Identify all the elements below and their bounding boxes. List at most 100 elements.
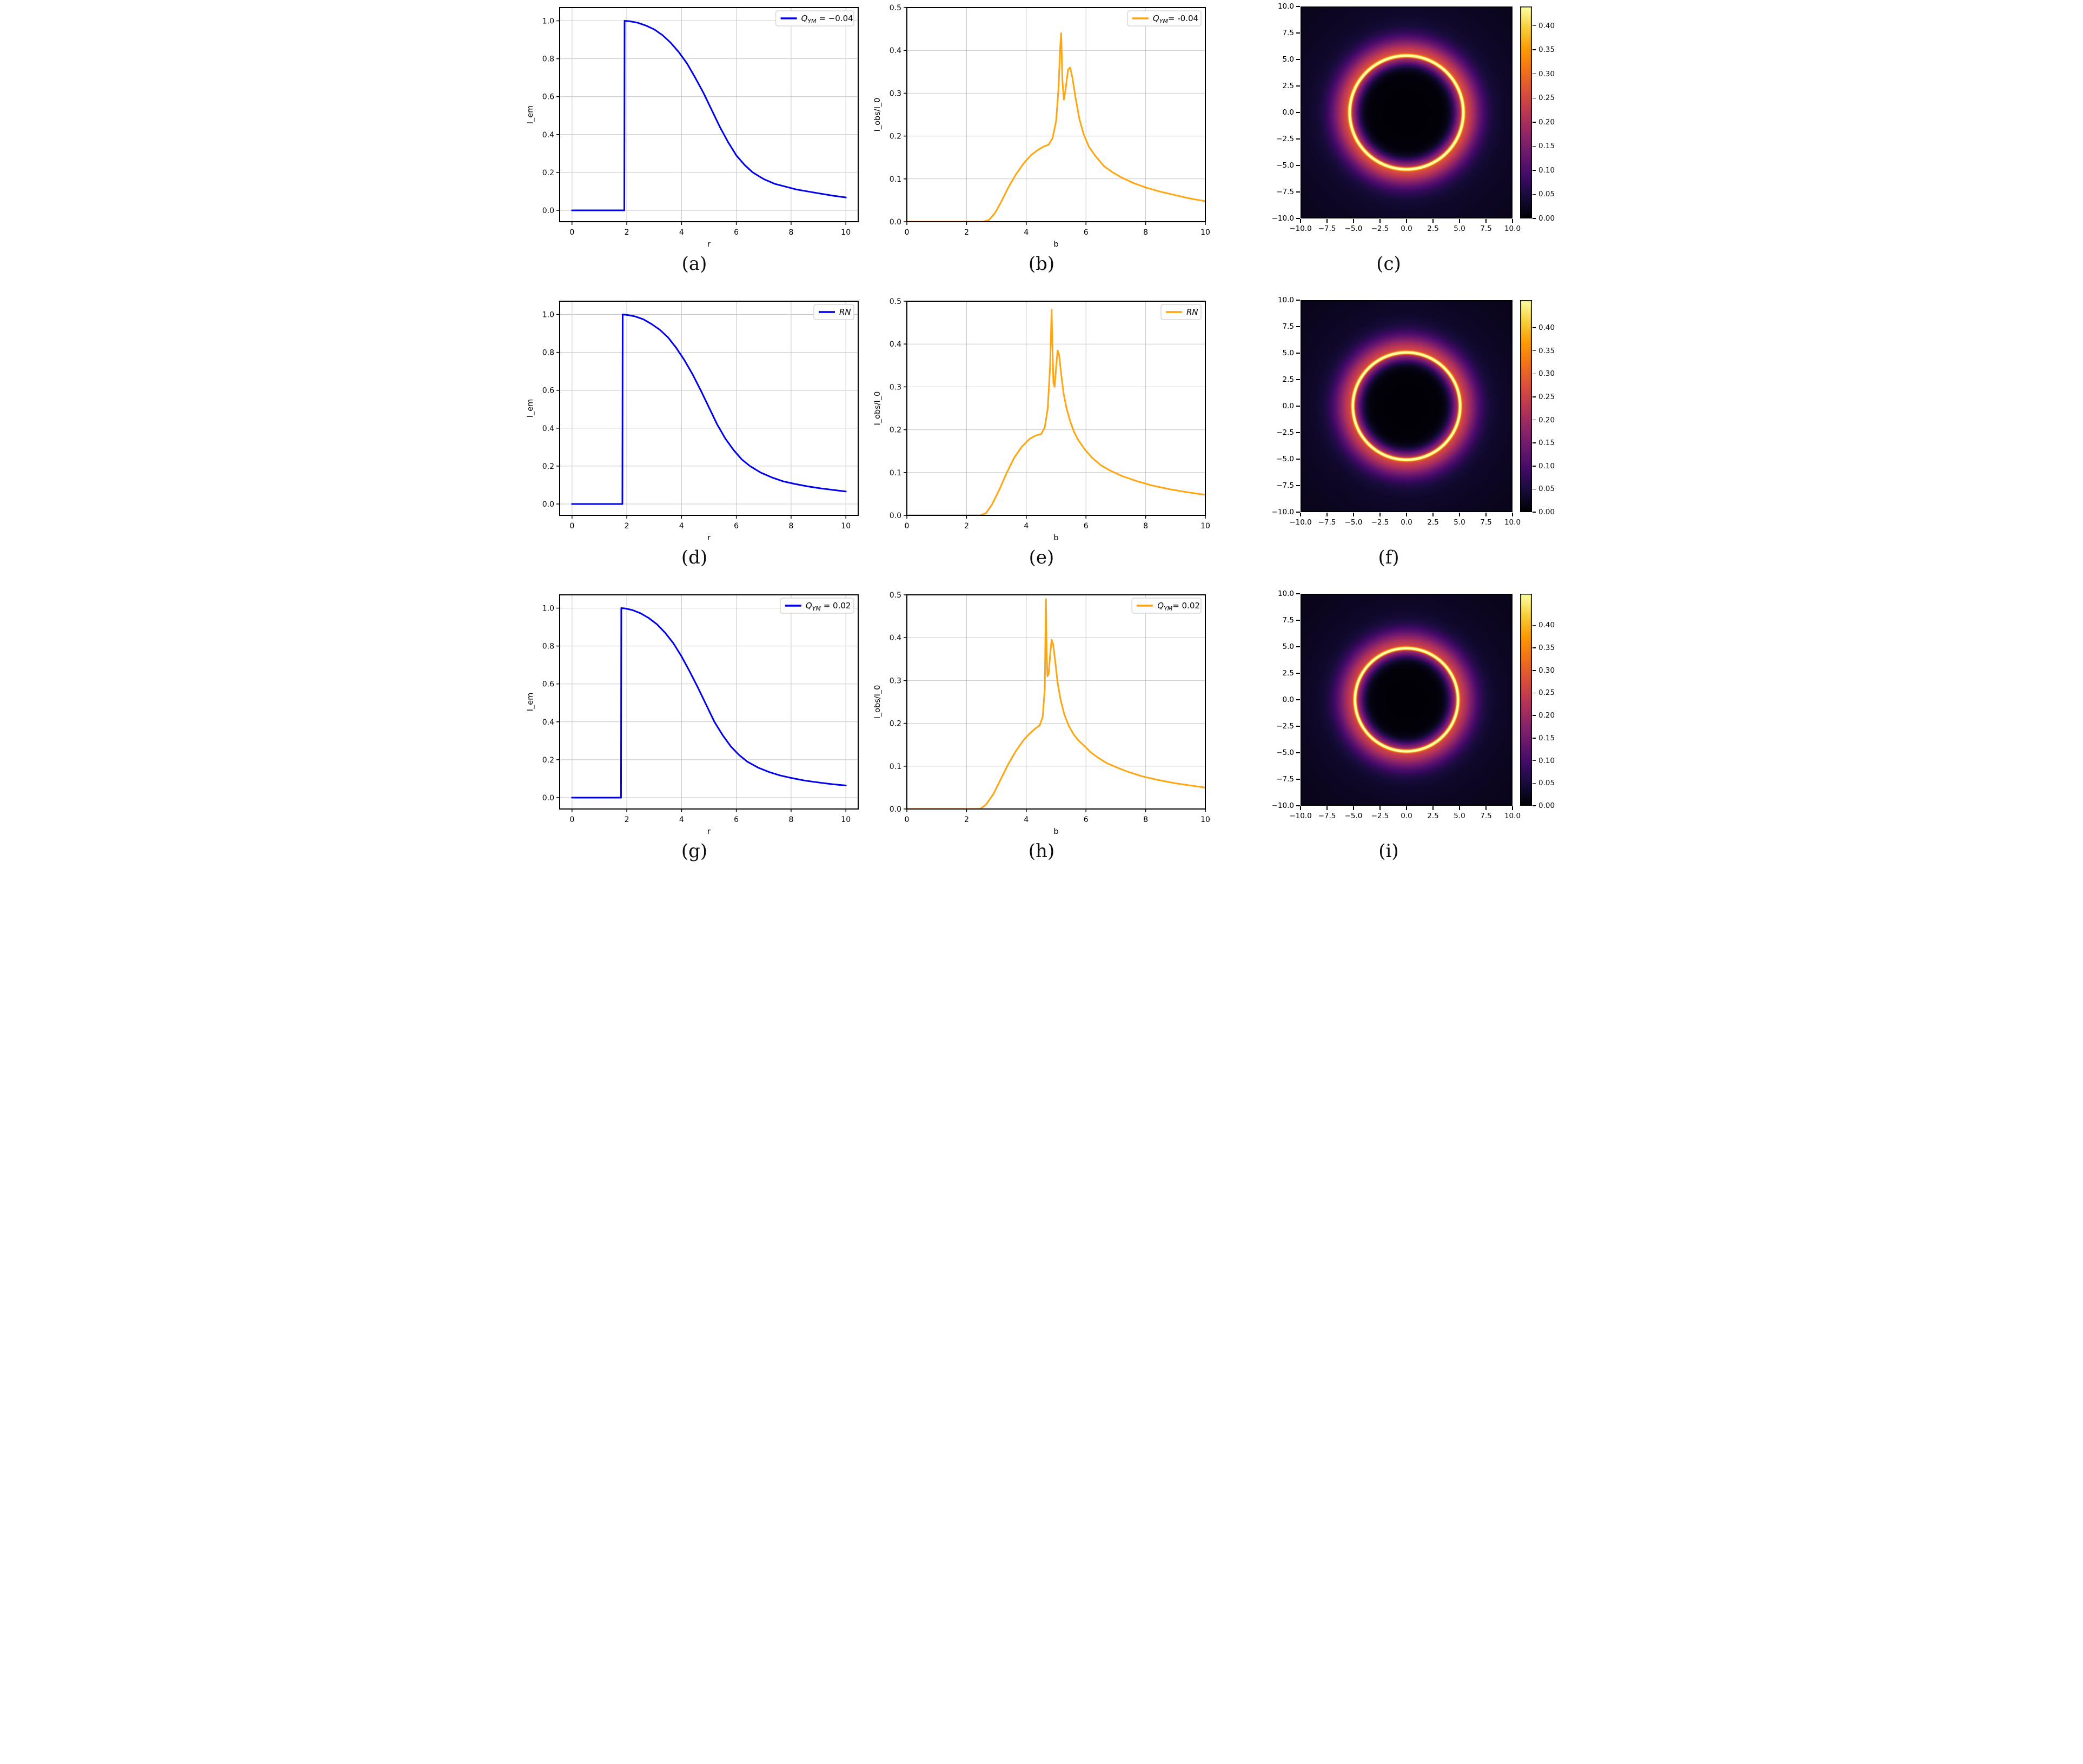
heatmap-ytick-label: 0.0 (1282, 402, 1294, 410)
svg-text:6: 6 (1084, 815, 1089, 824)
svg-text:8: 8 (1143, 815, 1148, 824)
y-tick-labels: 0.0 0.2 0.4 0.6 0.8 1.0 (542, 17, 554, 215)
tick-mark (1533, 25, 1536, 26)
tick-mark (1296, 6, 1300, 7)
tick-mark (1406, 513, 1407, 516)
tick-mark (1296, 59, 1300, 60)
tick-mark (1296, 646, 1300, 647)
colorbar-tick-label: 0.35 (1538, 644, 1555, 653)
line-chart: 0 2 4 6 8 10 0.0 0.1 0.2 0.3 0.4 0.5 b I_obs/I_0 RN (873, 297, 1210, 542)
x-tick-labels: 0 2 4 6 8 10 (569, 228, 851, 237)
tick-mark (1512, 806, 1513, 810)
tick-mark (1379, 513, 1381, 516)
tick-mark (1533, 122, 1536, 123)
axes-spines (906, 594, 1206, 810)
colorbar-tick-label: 0.30 (1538, 369, 1555, 379)
svg-text:4: 4 (1024, 522, 1029, 530)
svg-text:2: 2 (964, 815, 969, 824)
legend-label: QYM= -0.04 (1153, 14, 1198, 25)
tick-mark (1512, 513, 1513, 516)
tick-mark (1533, 419, 1536, 421)
heatmap-ytick-label: 7.5 (1282, 616, 1294, 625)
tick-marks (904, 7, 1206, 225)
svg-text:0.3: 0.3 (890, 383, 901, 392)
tick-marks (904, 301, 1206, 519)
y-axis-label: I_obs/I_0 (873, 98, 882, 132)
heatmap-xtick-label: 2.5 (1427, 812, 1439, 820)
tick-mark (1533, 715, 1536, 716)
svg-text:1.0: 1.0 (542, 605, 554, 613)
line-chart: 0 2 4 6 8 10 0.0 0.2 0.4 0.6 0.8 1.0 r I_em QYM = −0.0… (526, 7, 859, 249)
tick-mark (1533, 805, 1536, 806)
colorbar-canvas (1520, 6, 1532, 218)
heatmap-xtick-label: 10.0 (1504, 224, 1521, 233)
colorbar-tick-label: 0.05 (1538, 779, 1555, 788)
tick-mark (1296, 406, 1300, 407)
heatmap-xtick-label: 5.0 (1454, 518, 1465, 527)
panel-f: −10.0 −7.5 −5.0 −2.5 0.0 2.5 5.0 7.5 10.0 −10.0 −7… (1215, 294, 1562, 587)
legend-label: QYM = 0.02 (806, 601, 851, 612)
heatmap-ytick-label: 7.5 (1282, 322, 1294, 331)
curve-path (907, 32, 1205, 222)
svg-text:0.4: 0.4 (542, 425, 554, 433)
heatmap-xtick-label: −5.0 (1344, 224, 1363, 233)
svg-text:0.6: 0.6 (542, 93, 554, 102)
svg-text:4: 4 (679, 815, 684, 824)
panel-i: −10.0 −7.5 −5.0 −2.5 0.0 2.5 5.0 7.5 10.0 −10.0 −7… (1215, 587, 1562, 881)
colorbar-tick-label: 0.20 (1538, 415, 1555, 425)
tick-mark (1296, 218, 1300, 219)
tick-marks (556, 607, 846, 812)
colorbar-tick-label: 0.40 (1538, 621, 1555, 630)
svg-text:0.4: 0.4 (890, 340, 901, 349)
heatmap-ytick-label: 5.0 (1282, 55, 1294, 64)
heatmap-ytick-label: −2.5 (1276, 135, 1294, 143)
tick-mark (1353, 513, 1354, 516)
colorbar-tick-label: 0.30 (1538, 69, 1555, 78)
svg-text:8: 8 (788, 522, 793, 530)
grid-lines (560, 301, 858, 515)
heatmap-ytick-label: 2.5 (1282, 82, 1294, 90)
heatmap-xtick-label: 0.0 (1401, 224, 1412, 233)
tick-mark (1296, 165, 1300, 166)
svg-text:0.0: 0.0 (890, 805, 901, 814)
heatmap-xtick-label: −5.0 (1344, 812, 1363, 820)
caption-d: (d) (681, 547, 708, 568)
heatmap-xtick-label: 7.5 (1480, 812, 1492, 820)
plot-i: −10.0 −7.5 −5.0 −2.5 0.0 2.5 5.0 7.5 10.0 −10.0 −7… (1215, 587, 1562, 841)
panel-a: 0 2 4 6 8 10 0.0 0.2 0.4 0.6 0.8 1.0 r I_em QYM = −0.0… (521, 0, 868, 294)
svg-text:0: 0 (569, 522, 574, 530)
plot-c: −10.0 −7.5 −5.0 −2.5 0.0 2.5 5.0 7.5 10.0 −10.0 −7… (1215, 0, 1562, 254)
x-tick-labels: 0 2 4 6 8 10 (905, 522, 1210, 530)
tick-mark (1296, 673, 1300, 674)
legend-label: RN (839, 307, 851, 317)
tick-mark (1296, 593, 1300, 594)
x-axis-label: r (707, 240, 711, 249)
tick-mark (1296, 379, 1300, 380)
tick-mark (1533, 327, 1536, 328)
colorbar-tick-label: 0.00 (1538, 508, 1555, 516)
tick-mark (1326, 806, 1328, 810)
heatmap-ytick-label: −7.5 (1276, 188, 1294, 196)
tick-mark (1533, 670, 1536, 671)
colorbar-tick-label: 0.20 (1538, 117, 1555, 127)
tick-mark (1296, 85, 1300, 87)
heatmap-xtick-label: −7.5 (1318, 224, 1336, 233)
svg-text:0.5: 0.5 (890, 4, 901, 12)
tick-mark (1485, 513, 1487, 516)
caption-i: (i) (1378, 840, 1399, 862)
svg-text:0.1: 0.1 (890, 762, 901, 771)
tick-mark (1296, 353, 1300, 354)
heatmap-ytick-label: −10.0 (1271, 508, 1294, 516)
svg-text:0.3: 0.3 (890, 89, 901, 98)
colorbar-tick-label: 0.30 (1538, 666, 1555, 675)
legend-label: QYM = −0.04 (801, 14, 853, 25)
legend-label: RN (1186, 307, 1198, 317)
tick-mark (1459, 513, 1460, 516)
colorbar-tick-label: 0.00 (1538, 214, 1555, 223)
panel-g: 0 2 4 6 8 10 0.0 0.2 0.4 0.6 0.8 1.0 r I_em QYM = 0.02… (521, 587, 868, 881)
tick-mark (1379, 806, 1381, 810)
tick-mark (1406, 219, 1407, 223)
tick-mark (1406, 806, 1407, 810)
colorbar-tick-label: 0.10 (1538, 756, 1555, 765)
axes-spines (559, 7, 859, 222)
